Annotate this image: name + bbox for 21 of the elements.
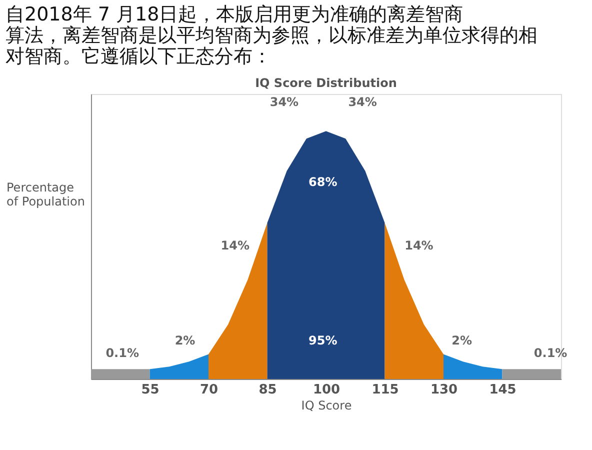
x-tick-label: 70	[200, 382, 218, 398]
x-tick-label: 100	[312, 382, 340, 398]
x-axis-title: IQ Score	[301, 398, 352, 412]
text: 34%	[348, 95, 377, 110]
annotation: 2%	[174, 333, 196, 348]
annotation: 14%	[404, 238, 434, 252]
annotation: 95%	[308, 333, 338, 348]
x-tick-label: 85	[258, 382, 277, 398]
text: 34%	[270, 95, 299, 110]
annotation: 14%	[220, 238, 250, 252]
annotation: 0.1%	[106, 346, 139, 360]
x-tick-label: 55	[141, 382, 160, 398]
chart-title: IQ Score Distribution	[255, 76, 397, 90]
y-axis-title: Percentage of Population	[6, 180, 85, 208]
x-tick-label: 115	[372, 382, 399, 398]
text: 自2018年 7 月18日起，本版启用更为准确的离差智商算法，离差智商是以平均智商为参照，以标准差为单位求得的相对智商。它遵循以下正态分布：	[6, 4, 538, 68]
annotation: 2%	[452, 333, 472, 348]
annotation: 0.1%	[534, 346, 568, 360]
x-tick-label: 130	[430, 382, 458, 398]
annotation: 68%	[308, 175, 338, 189]
x-tick-label: 145	[489, 382, 516, 398]
